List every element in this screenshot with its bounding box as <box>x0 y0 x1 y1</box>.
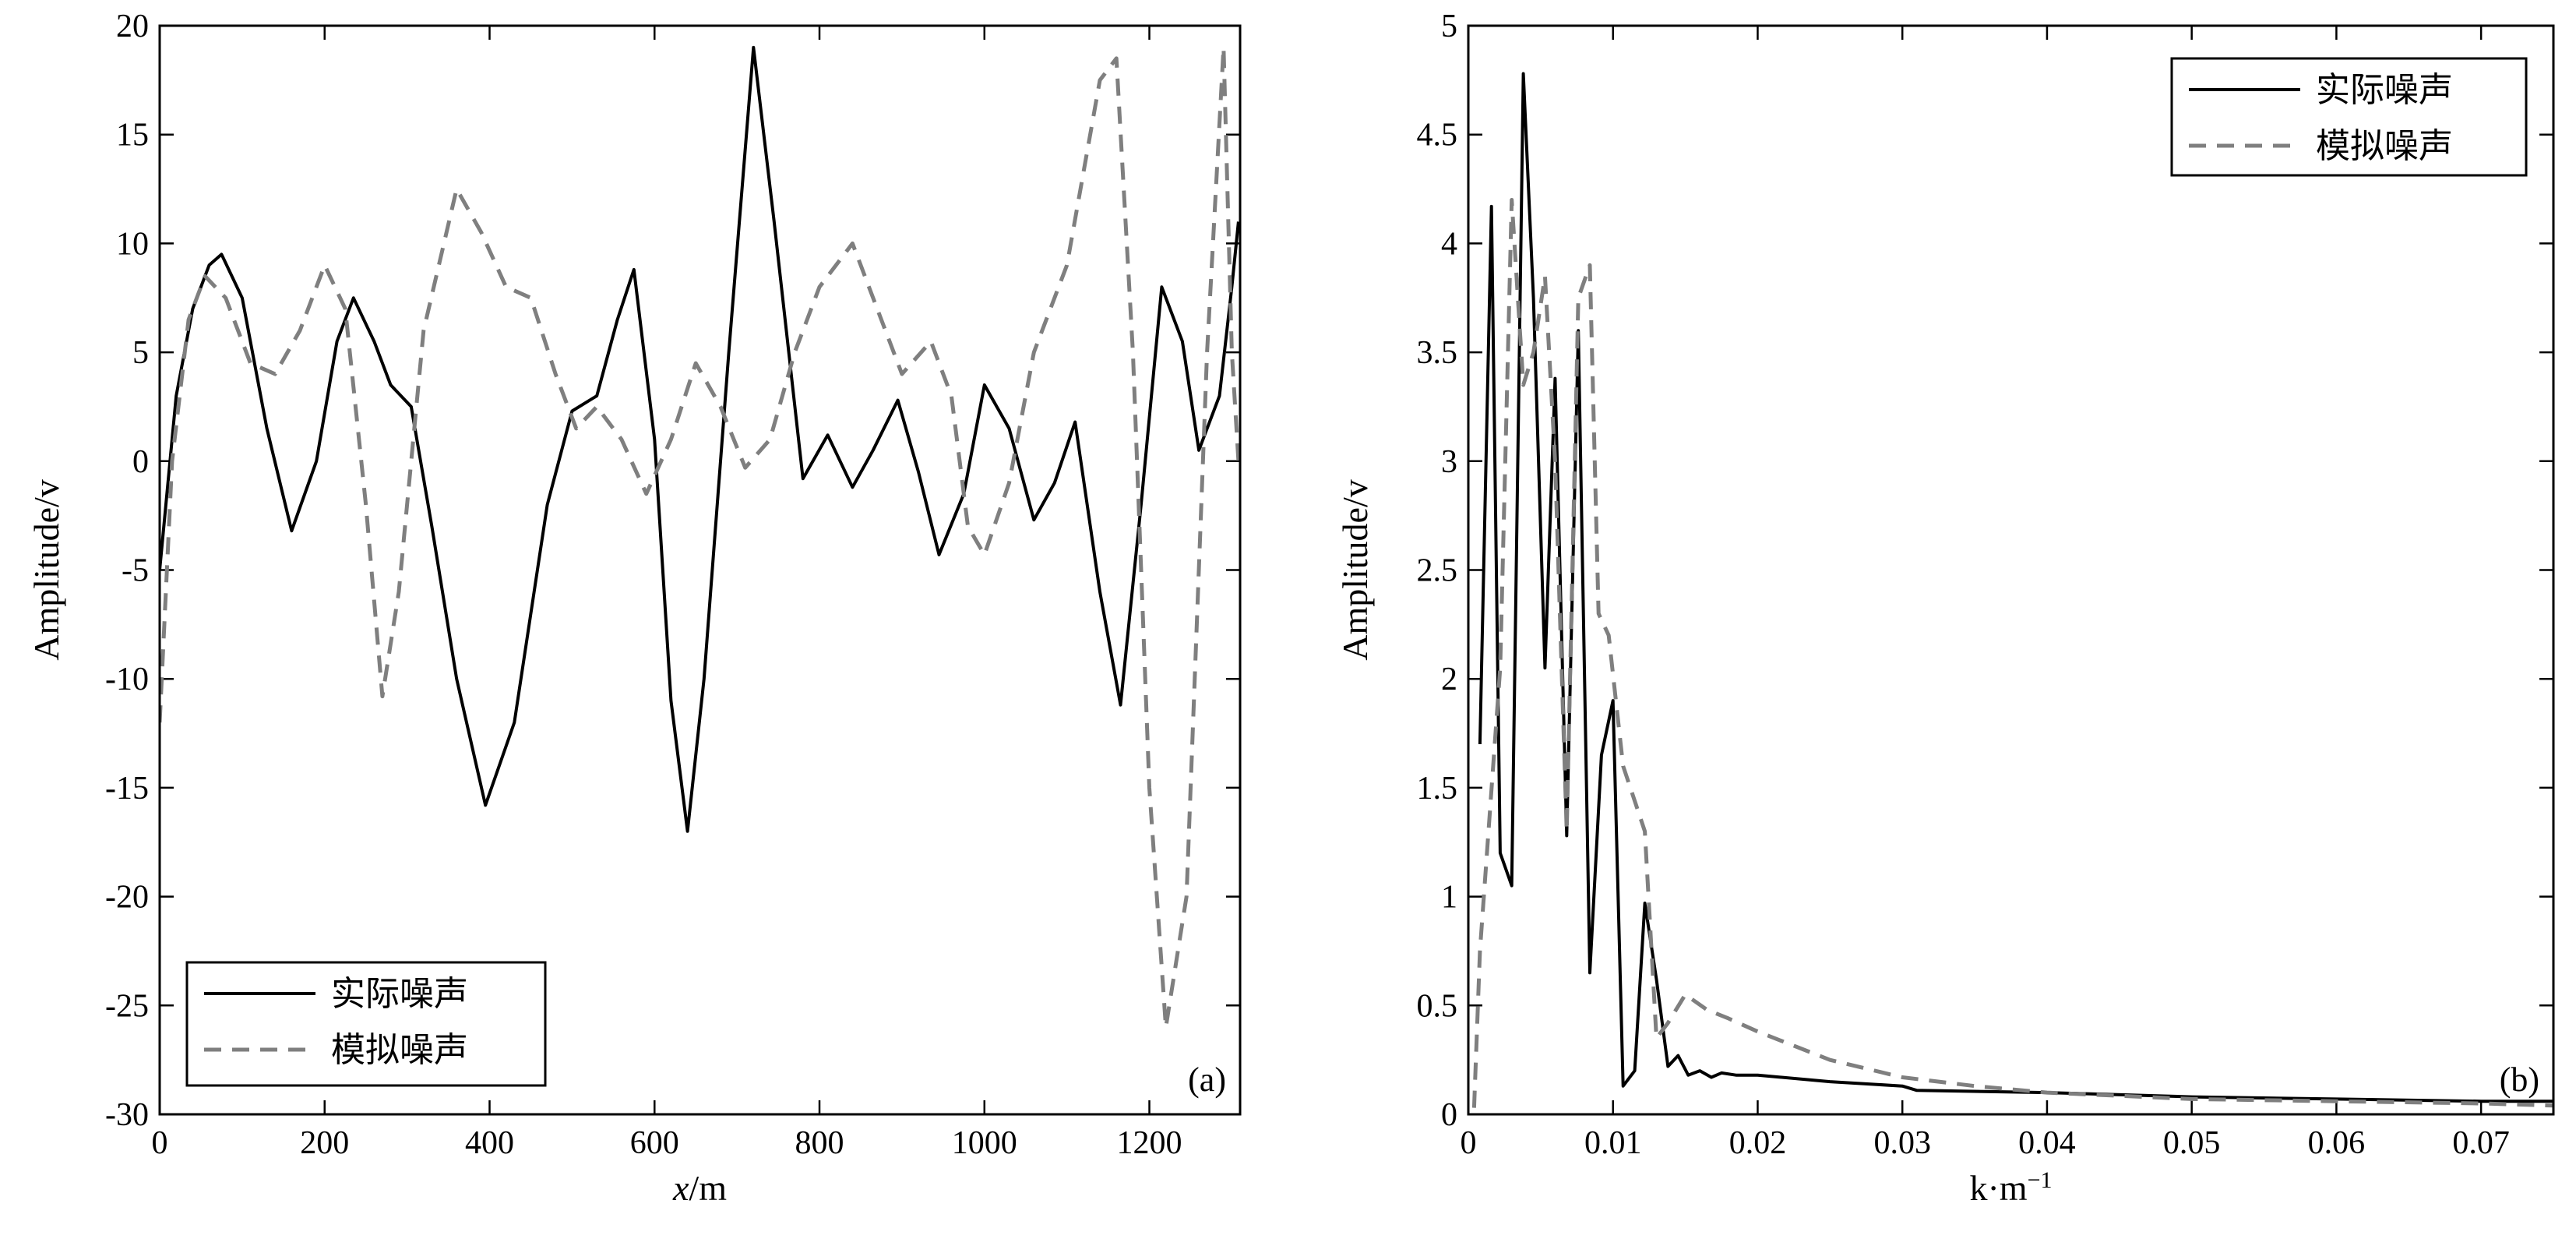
y-tick-label: 0.5 <box>1417 988 1458 1024</box>
y-tick-label: 0 <box>132 444 149 480</box>
x-tick-label: 0.02 <box>1729 1125 1787 1161</box>
series-line-actual-noise <box>1478 72 2553 1103</box>
series-line-simulated-noise <box>1471 198 2553 1108</box>
y-tick-label: -15 <box>105 771 149 807</box>
panel-a-xlabel: x/m <box>672 1168 727 1208</box>
y-tick-label: 10 <box>116 226 149 262</box>
y-tick-label: 3 <box>1441 444 1457 480</box>
panel-a-xlabel-var: x <box>672 1168 689 1208</box>
series-line-simulated-noise <box>160 45 1240 1029</box>
panel-a-ticks: 0 200 400 600 800 1000 1200 -30 -25 -20 -15 -10 -5 0 5… <box>105 9 1240 1161</box>
panel-b-frame <box>1467 24 2555 1116</box>
panel-a-legend-box <box>185 961 547 1087</box>
panel-b-xlabel: k·m−1 <box>1969 1167 2052 1209</box>
y-tick-label: 0 <box>1441 1097 1457 1133</box>
x-tick-label: 800 <box>795 1125 844 1161</box>
x-tick-label: 600 <box>630 1125 679 1161</box>
y-tick-label: 3.5 <box>1417 335 1458 371</box>
x-tick-label: 200 <box>300 1125 349 1161</box>
panel-b-legend: 实际噪声 模拟噪声 <box>2170 57 2528 177</box>
x-tick-label: 0 <box>1461 1125 1477 1161</box>
x-tick-label: 0.01 <box>1584 1125 1642 1161</box>
y-tick-label: -20 <box>105 880 149 916</box>
y-tick-label: 2.5 <box>1417 553 1458 589</box>
series-line-actual-noise <box>160 45 1240 833</box>
panel-a-legend-label-simulated: 模拟噪声 <box>331 1031 468 1069</box>
panel-a-tag: (a) <box>1188 1061 1226 1099</box>
panel-b-ylabel: Amplitude/v <box>1335 479 1375 661</box>
panel-a-legend: 实际噪声 模拟噪声 <box>185 961 547 1087</box>
x-tick-label: 400 <box>465 1125 514 1161</box>
y-tick-label: 1 <box>1441 880 1457 916</box>
y-tick-label: 5 <box>132 335 149 371</box>
panel-b-xlabel-sup: −1 <box>2028 1167 2053 1193</box>
panel-a-xlabel-unit: /m <box>689 1168 727 1208</box>
panel-a-chart: 0 200 400 600 800 1000 1200 -30 -25 -20 -15 -10 -5 0 5… <box>26 9 1242 1208</box>
x-tick-label: 0.05 <box>2163 1125 2221 1161</box>
y-tick-label: 20 <box>116 9 149 44</box>
x-tick-label: 1200 <box>1117 1125 1182 1161</box>
x-tick-label: 0.03 <box>1873 1125 1931 1161</box>
x-tick-label: 0.07 <box>2452 1125 2510 1161</box>
y-tick-label: 1.5 <box>1417 771 1458 807</box>
y-tick-label: 5 <box>1441 9 1457 44</box>
y-tick-label: 15 <box>116 118 149 154</box>
panel-a-legend-label-actual: 实际噪声 <box>331 975 468 1013</box>
y-tick-label: -30 <box>105 1097 149 1133</box>
y-tick-label: -25 <box>105 988 149 1024</box>
panel-b-ticks: 0 0.01 0.02 0.03 0.04 0.05 0.06 0.07 0 0.5 1 1.5 2 2.… <box>1417 9 2553 1161</box>
x-tick-label: 1000 <box>952 1125 1017 1161</box>
x-tick-label: 0.06 <box>2308 1125 2366 1161</box>
y-tick-label: 2 <box>1441 662 1457 697</box>
panel-b-legend-box <box>2170 57 2528 177</box>
panel-a-ylabel: Amplitude/v <box>26 479 66 661</box>
panel-a-frame <box>158 24 1242 1116</box>
y-tick-label: 4 <box>1441 226 1457 262</box>
panel-b-tag: (b) <box>2500 1061 2539 1099</box>
x-tick-label: 0.04 <box>2018 1125 2076 1161</box>
x-tick-label: 0 <box>152 1125 168 1161</box>
panel-b-legend-label-actual: 实际噪声 <box>2316 71 2453 109</box>
panel-a-series <box>160 45 1240 1029</box>
y-tick-label: -5 <box>122 553 149 589</box>
panel-b-chart: 0 0.01 0.02 0.03 0.04 0.05 0.06 0.07 0 0.5 1 1.5 2 2.… <box>1335 9 2555 1209</box>
y-tick-label: 4.5 <box>1417 118 1458 154</box>
y-tick-label: -10 <box>105 662 149 697</box>
panel-b-xlabel-base: k·m <box>1969 1168 2027 1208</box>
panel-b-legend-label-simulated: 模拟噪声 <box>2316 127 2453 165</box>
panel-b-series <box>1471 72 2553 1108</box>
